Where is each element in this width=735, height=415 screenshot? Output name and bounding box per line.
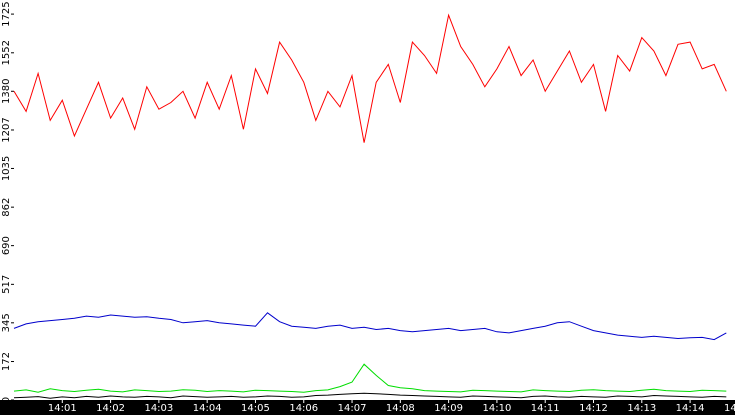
y-tick-label: 862	[1, 198, 12, 217]
y-tick-label: 345	[1, 313, 12, 332]
x-tick-label: 14:03	[144, 403, 173, 414]
x-tick-label: 14:15	[724, 403, 735, 414]
x-tick-label: 14:06	[289, 403, 318, 414]
x-axis-band	[0, 400, 735, 415]
series-line	[13, 13, 727, 143]
series-line	[13, 392, 727, 399]
y-tick-label: 1552	[1, 40, 12, 65]
x-tick-label: 14:04	[193, 403, 222, 414]
x-tick-label: 14:10	[483, 403, 512, 414]
x-tick-label: 14:05	[241, 403, 270, 414]
x-tick-label: 14:09	[434, 403, 463, 414]
y-tick-label: 0	[1, 397, 12, 403]
y-tick-label: 1035	[1, 156, 12, 181]
x-tick-label: 14:02	[96, 403, 125, 414]
x-tick-label: 14:01	[48, 403, 77, 414]
x-tick-label: 14:13	[627, 403, 656, 414]
y-tick-label: 1380	[1, 79, 12, 104]
y-tick-label: 172	[1, 352, 12, 371]
y-tick-label: 690	[1, 236, 12, 255]
y-tick-label: 1207	[1, 117, 12, 142]
x-tick-label: 14:11	[531, 403, 560, 414]
x-tick-label: 14:08	[386, 403, 415, 414]
x-tick-label: 14:14	[676, 403, 705, 414]
x-tick-label: 14:07	[338, 403, 367, 414]
x-tick-label: 14:12	[579, 403, 608, 414]
y-tick-label: 517	[1, 275, 12, 294]
series-line	[13, 363, 727, 393]
y-tick-label: 1725	[1, 1, 12, 26]
series-line	[13, 312, 727, 341]
